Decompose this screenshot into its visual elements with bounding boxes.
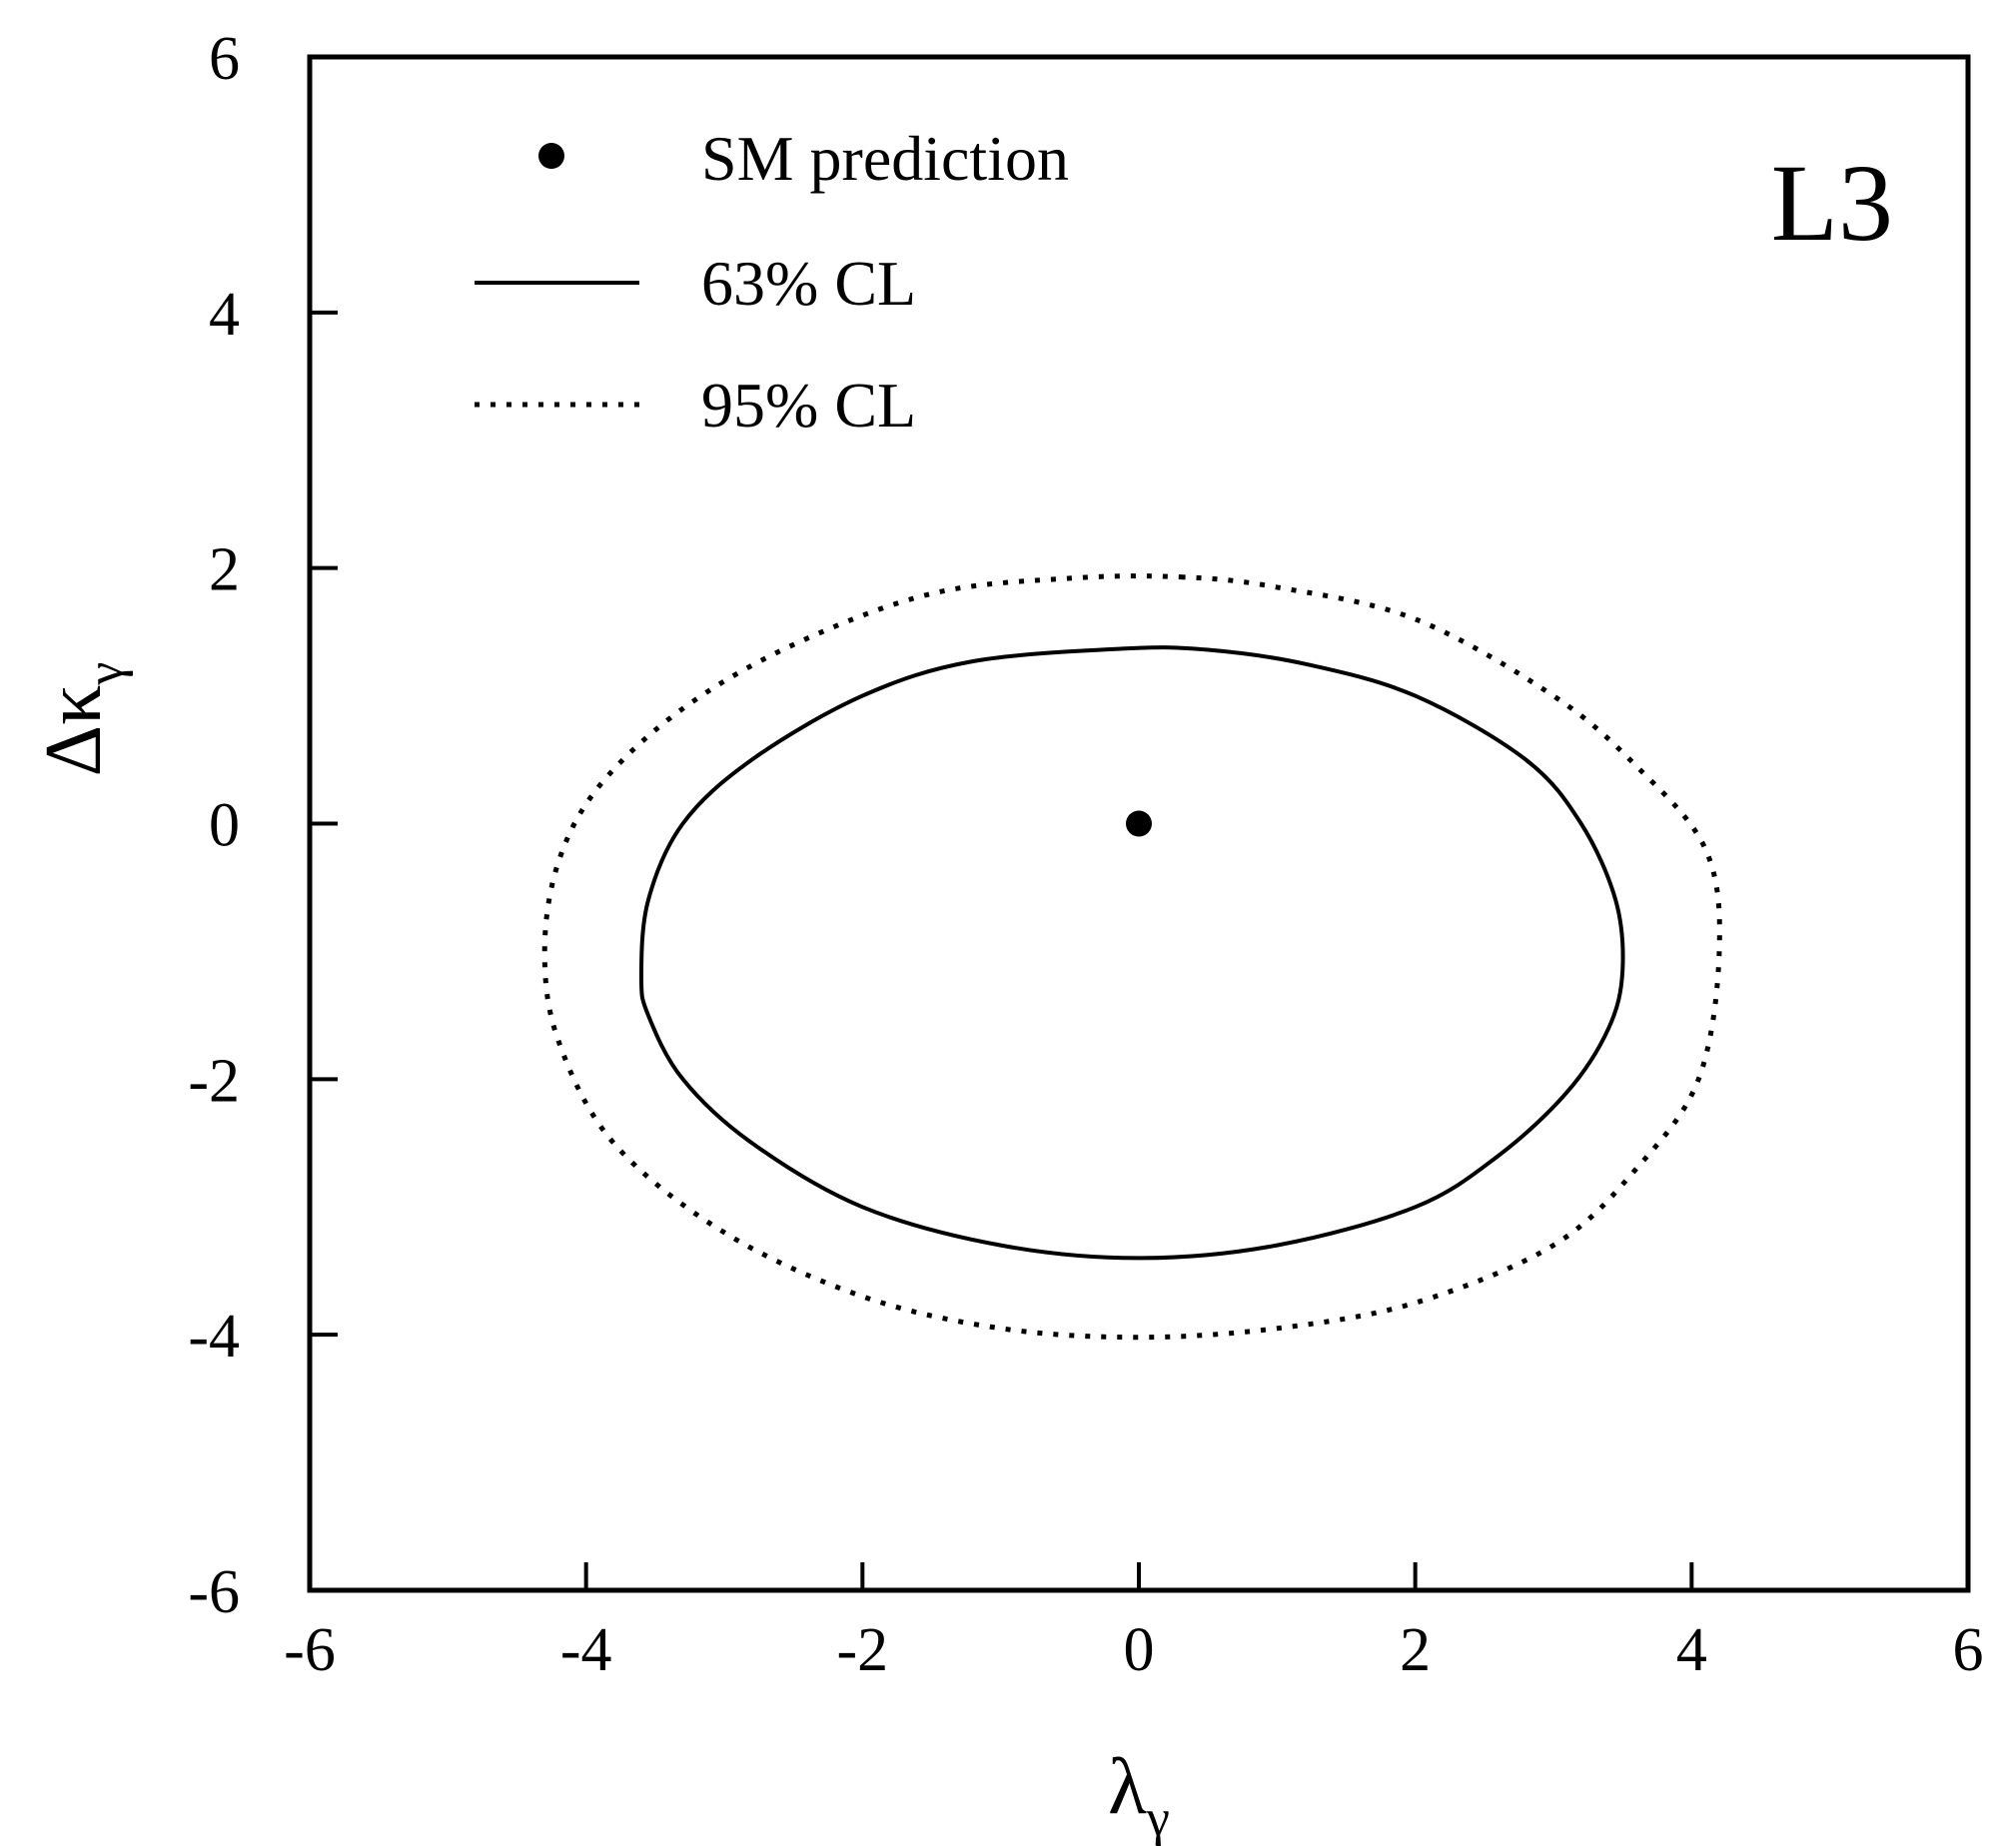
y-axis-symbol: Δκ: [30, 685, 118, 777]
y-tick-label-4: 2: [209, 536, 240, 604]
ticks: [310, 310, 1694, 1590]
x-axis-subscript: γ: [1146, 1790, 1170, 1847]
corner-label: L3: [1771, 142, 1893, 264]
x-axis-symbol: λ: [1108, 1743, 1147, 1831]
x-tick-label-5: 4: [1676, 1616, 1707, 1684]
y-axis-label: Δκγ: [30, 662, 134, 777]
y-axis-subscript: γ: [77, 662, 134, 686]
series-sm-prediction-point-0: [1126, 810, 1152, 837]
y-tick-label-6: 6: [209, 25, 240, 93]
x-axis-label: λγ: [1108, 1743, 1170, 1847]
x-tick-label-0: -6: [284, 1616, 336, 1684]
x-tick-label-2: -2: [837, 1616, 889, 1684]
legend-95-cl-label: 95% CL: [701, 370, 916, 441]
y-tick-label-5: 4: [209, 281, 240, 349]
y-tick-label-0: -6: [188, 1558, 240, 1626]
x-tick-label-4: 2: [1400, 1616, 1431, 1684]
series-95-cl-contour: [541, 573, 1722, 1341]
legend-sm-prediction-label: SM prediction: [701, 123, 1069, 194]
x-tick-label-3: 0: [1124, 1616, 1155, 1684]
y-axis-label-group: Δκγ: [30, 662, 134, 777]
series-63-cl-contour: [639, 645, 1625, 1261]
y-tick-label-3: 0: [209, 792, 240, 860]
legend-sm-prediction-marker: [538, 143, 564, 169]
x-tick-label-1: -4: [560, 1616, 612, 1684]
curves: [541, 573, 1722, 1341]
y-tick-label-2: -2: [188, 1047, 240, 1115]
x-tick-label-6: 6: [1953, 1616, 1984, 1684]
legend-63-cl-label: 63% CL: [701, 248, 916, 319]
legend: SM prediction 63% CL 95% CL: [475, 123, 1069, 441]
tick-labels: -6 -4 -2 0 2 4 6 -6 -4 -2 0 2 4 6: [188, 25, 1983, 1684]
y-tick-label-1: -4: [188, 1303, 240, 1371]
